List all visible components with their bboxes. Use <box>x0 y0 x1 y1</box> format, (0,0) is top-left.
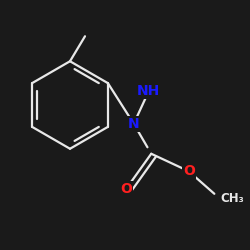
Text: NH: NH <box>137 84 160 98</box>
Text: O: O <box>120 182 132 196</box>
Text: N: N <box>128 117 140 131</box>
Text: O: O <box>183 164 195 178</box>
Text: CH₃: CH₃ <box>220 192 244 205</box>
